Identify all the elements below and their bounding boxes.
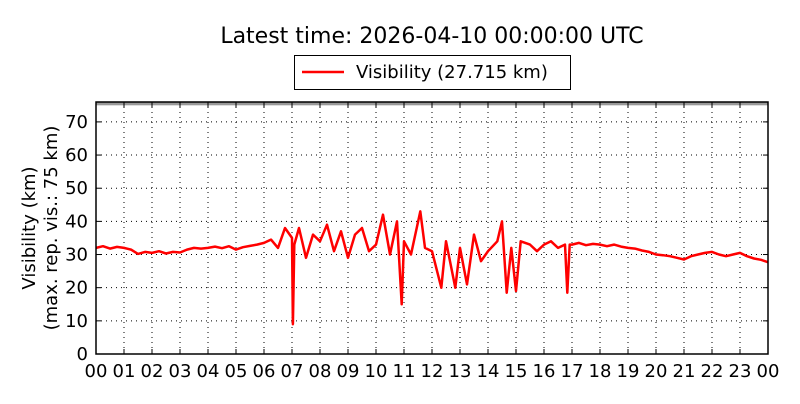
y-tick-label: 10	[65, 311, 88, 332]
x-tick-label: 02	[141, 361, 164, 382]
y-tick-label: 20	[65, 278, 88, 299]
x-tick-label: 05	[225, 361, 248, 382]
x-tick-label: 07	[281, 361, 304, 382]
y-tick-label: 60	[65, 145, 88, 166]
x-tick-label: 04	[197, 361, 220, 382]
legend: Visibility (27.715 km)	[295, 56, 571, 90]
x-tick-label: 20	[645, 361, 668, 382]
x-tick-label: 12	[421, 361, 444, 382]
x-tick-label: 18	[589, 361, 612, 382]
x-tick-label: 11	[393, 361, 416, 382]
y-tick-label: 70	[65, 112, 88, 133]
legend-label: Visibility (27.715 km)	[356, 62, 548, 83]
x-tick-label: 10	[365, 361, 388, 382]
y-axis-label: Visibility (km) (max. rep. vis.: 75 km)	[19, 126, 62, 331]
x-tick-label: 03	[169, 361, 192, 382]
grid	[96, 102, 768, 354]
y-tick-label: 30	[65, 245, 88, 266]
x-tick-label: 14	[477, 361, 500, 382]
x-tick-label: 01	[113, 361, 136, 382]
y-tick-label: 40	[65, 211, 88, 232]
chart-title: Latest time: 2026-04-10 00:00:00 UTC	[220, 24, 643, 49]
x-tick-label: 09	[337, 361, 360, 382]
y-axis-label-line1: Visibility (km)	[19, 166, 40, 289]
x-tick-label: 17	[561, 361, 584, 382]
x-tick-label: 00	[757, 361, 780, 382]
x-tick-label: 22	[701, 361, 724, 382]
y-tick-label: 50	[65, 178, 88, 199]
x-tick-label: 16	[533, 361, 556, 382]
y-tick-label: 0	[77, 344, 88, 365]
x-tick-label: 15	[505, 361, 528, 382]
x-tick-label: 19	[617, 361, 640, 382]
x-tick-label: 13	[449, 361, 472, 382]
x-tick-label: 06	[253, 361, 276, 382]
y-axis-label-line2: (max. rep. vis.: 75 km)	[41, 126, 62, 331]
x-tick-label: 08	[309, 361, 332, 382]
x-tick-label: 21	[673, 361, 696, 382]
x-tick-label: 23	[729, 361, 752, 382]
